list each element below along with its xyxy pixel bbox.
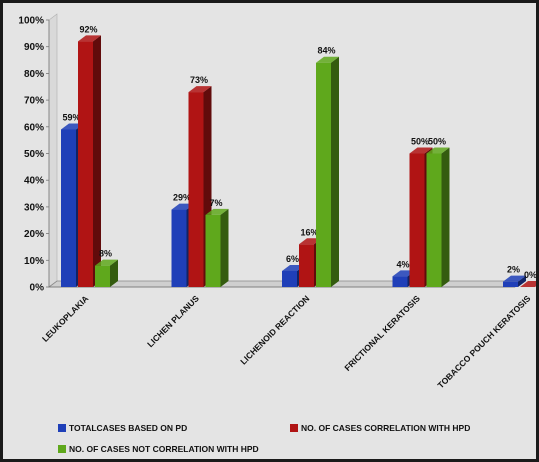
x-tick-label: LICHEN PLANUS: [145, 293, 201, 349]
legend-label: TOTALCASES BASED ON PD: [69, 423, 188, 433]
x-tick-label: TOBACCO POUCH KERATOSIS: [436, 293, 533, 390]
data-label: 59%: [62, 112, 80, 122]
bar: [188, 92, 204, 287]
bar: [299, 244, 314, 287]
legend: TOTALCASES BASED ON PD NO. OF CASES CORR…: [58, 420, 528, 458]
bar-side: [441, 147, 450, 287]
bar-top: [205, 208, 229, 215]
data-label: 50%: [411, 137, 429, 147]
y-tick-label: 30%: [24, 202, 44, 213]
bar-top: [426, 147, 450, 154]
data-label: 2%: [507, 265, 520, 275]
y-tick-label: 70%: [24, 96, 44, 107]
legend-item-total-cases: TOTALCASES BASED ON PD: [58, 423, 187, 433]
data-label: 6%: [286, 254, 299, 264]
bar-top: [78, 35, 101, 42]
y-tick-label: 40%: [24, 176, 44, 187]
data-label: 29%: [173, 193, 191, 203]
bar: [205, 214, 221, 287]
data-label: 4%: [396, 259, 409, 269]
bar: [95, 265, 110, 287]
y-tick-label: 50%: [24, 149, 44, 160]
y-tick-label: 90%: [24, 42, 44, 53]
legend-label: NO. OF CASES NOT CORRELATION WITH HPD: [69, 444, 259, 454]
y-tick-label: 80%: [24, 69, 44, 80]
bar: [503, 281, 518, 287]
side-wall: [48, 13, 58, 288]
bar: [316, 62, 331, 287]
bar-side: [518, 275, 526, 287]
bar-side: [93, 35, 101, 287]
bar-side: [220, 208, 229, 287]
legend-swatch-green: [58, 445, 66, 453]
bar: [409, 153, 425, 287]
y-tick-label: 20%: [24, 229, 44, 240]
bar-top: [409, 147, 433, 154]
x-tick-label: LICHENOID REACTION: [238, 293, 311, 366]
data-label: 0%: [524, 270, 536, 280]
bar-top: [188, 86, 212, 93]
data-label: 92%: [79, 24, 97, 34]
bar: [426, 153, 442, 287]
x-tick-label: FRICTIONAL KERATOSIS: [342, 293, 422, 373]
x-tick-label: LEUKOPLAKIA: [40, 293, 90, 343]
bar: [171, 209, 187, 287]
legend-item-not-correlation: NO. OF CASES NOT CORRELATION WITH HPD: [58, 444, 259, 454]
bar-top: [520, 281, 536, 287]
bar-top: [503, 275, 526, 282]
chart-frame: 0% 10% 20% 30% 40% 50% 60% 70% 80% 90% 100% 59% 29% 6…: [3, 3, 536, 459]
bar-side: [331, 56, 339, 287]
data-label: 50%: [428, 137, 446, 147]
legend-item-correlation: NO. OF CASES CORRELATION WITH HPD: [290, 423, 470, 433]
y-tick-label: 100%: [18, 16, 44, 27]
bar: [282, 270, 297, 287]
y-tick-label: 60%: [24, 122, 44, 133]
bar-side: [110, 259, 118, 287]
bar-top: [95, 259, 118, 266]
y-tick-label: 0%: [30, 283, 45, 294]
y-tick-label: 10%: [24, 256, 44, 267]
data-label: 16%: [300, 227, 318, 237]
legend-swatch-blue: [58, 424, 66, 432]
bar-chart: 0% 10% 20% 30% 40% 50% 60% 70% 80% 90% 100% 59% 29% 6…: [18, 3, 536, 390]
bar: [78, 41, 93, 287]
bar-top: [316, 56, 339, 63]
data-label: 84%: [317, 46, 335, 56]
data-label: 8%: [99, 249, 112, 259]
bar: [61, 129, 76, 287]
data-label: 7%: [209, 198, 222, 208]
data-label: 73%: [190, 75, 208, 85]
legend-swatch-red: [290, 424, 298, 432]
bar: [392, 276, 408, 287]
legend-label: NO. OF CASES CORRELATION WITH HPD: [301, 423, 471, 433]
